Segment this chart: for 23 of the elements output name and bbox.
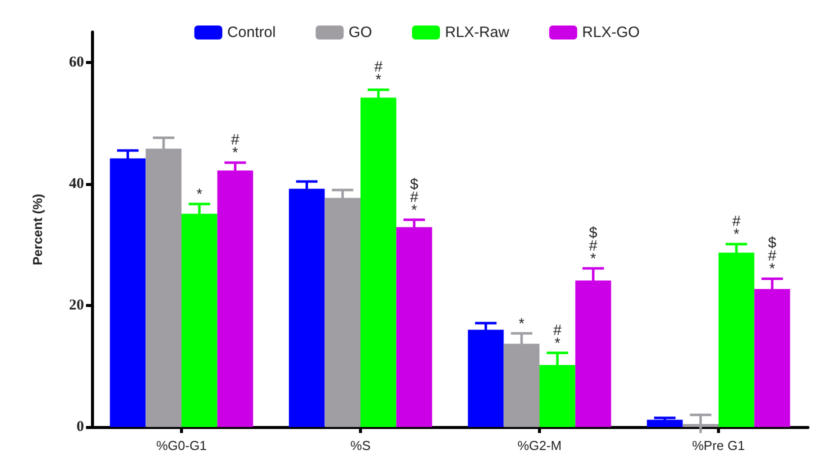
y-tick-label: 60 <box>69 54 84 70</box>
y-tick-label: 40 <box>69 176 84 192</box>
x-tick-label: %G2-M <box>517 438 562 453</box>
data-label: * <box>196 186 202 203</box>
data-label: # * <box>231 132 240 162</box>
data-label: # * <box>732 213 742 244</box>
y-tick-label: 0 <box>76 419 84 435</box>
data-label: # * <box>374 58 384 89</box>
data-label: $ # * <box>589 224 598 268</box>
x-tick-label: %S <box>350 438 371 453</box>
bar <box>646 420 683 427</box>
data-label: * <box>518 315 525 332</box>
x-tick-label: %G0-G1 <box>156 438 207 453</box>
legend-label: RLX-GO <box>582 24 640 41</box>
data-label: $ # * <box>410 176 420 219</box>
y-tick-label: 20 <box>69 297 84 314</box>
x-tick-label: %Pre G1 <box>692 438 745 453</box>
legend-label: Control <box>227 24 276 41</box>
data-label: # * <box>553 322 562 352</box>
legend-label: GO <box>348 24 372 41</box>
y-axis-title: Percent (%) <box>30 194 45 266</box>
legend-label: RLX-Raw <box>445 24 510 41</box>
data-label: $ # * <box>768 234 778 278</box>
